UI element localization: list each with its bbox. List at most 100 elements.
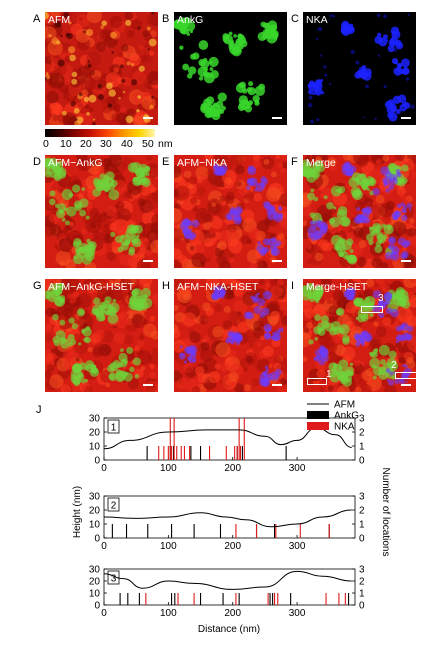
nka-signal: [390, 308, 399, 318]
legend-ankg-swatch: [307, 411, 329, 419]
scale-bar: [401, 260, 411, 262]
ankg-signal: [273, 35, 278, 40]
nka-speck: [383, 14, 387, 19]
y-right-tick-label: 0: [359, 601, 365, 612]
afm-grain: [139, 279, 153, 287]
afm-grain: [92, 347, 103, 358]
nka-signal: [315, 79, 322, 86]
legend-ankg-label: AnkG: [334, 411, 359, 422]
afm-grain: [263, 158, 270, 165]
panel-letter-a: A: [33, 13, 41, 25]
ankg-signal: [246, 105, 250, 109]
nka-signal: [385, 188, 390, 193]
afm-grain: [144, 43, 150, 49]
ankg-signal: [120, 348, 124, 352]
x-tick-label: 200: [224, 608, 241, 619]
nka-signal: [184, 346, 192, 354]
merge-texture: [303, 155, 416, 268]
afm-grain: [327, 385, 334, 392]
plot-frame: [103, 417, 356, 461]
nka-signal: [348, 287, 356, 295]
y-right-tick-label: 2: [359, 577, 365, 588]
nka-speck: [394, 48, 398, 52]
x-tick-label: 300: [289, 541, 306, 552]
afm-peak: [126, 61, 131, 66]
x-tick-label: 0: [101, 463, 107, 474]
nka-signal: [353, 216, 362, 224]
y-left-tick-label: 10: [89, 442, 101, 453]
afm-grain: [188, 183, 194, 189]
legend-afm-label: AFM: [334, 400, 355, 411]
nka-signal: [229, 210, 233, 214]
nka-signal: [387, 245, 392, 249]
afm-grain: [374, 282, 380, 288]
afm-peak: [110, 31, 117, 39]
afm-valley: [151, 95, 155, 99]
afm-grain: [147, 325, 154, 332]
afm-ankg-hset-texture: [45, 279, 158, 392]
nka-signal: [188, 355, 197, 364]
ankg-signal: [320, 326, 326, 332]
afm-grain: [352, 363, 364, 375]
afm-grain: [182, 312, 197, 327]
panel-nka: NKA: [303, 12, 416, 125]
nka-signal: [278, 207, 283, 212]
nka-signal: [401, 364, 405, 367]
afm-grain: [244, 384, 252, 392]
afm-grain: [89, 207, 100, 218]
ankg-signal: [128, 249, 135, 256]
afm-grain: [45, 349, 54, 363]
nka-signal: [179, 221, 188, 231]
afm-grain: [277, 162, 283, 169]
afm-peak: [86, 112, 90, 116]
afm-grain: [45, 113, 52, 121]
plot-number: 1: [111, 423, 117, 434]
ankg-signal: [383, 224, 394, 235]
afm-grain: [396, 306, 413, 323]
ankg-signal: [361, 313, 369, 322]
scale-bar: [272, 260, 282, 262]
afm-valley: [92, 122, 96, 125]
nka-signal: [253, 305, 262, 315]
x-tick-label: 300: [289, 608, 306, 619]
afm-grain: [46, 364, 55, 373]
afm-peak: [46, 72, 49, 75]
afm-grain: [280, 155, 287, 160]
ankg-signal: [109, 362, 119, 372]
afm-grain: [224, 194, 235, 205]
nka-signal: [267, 212, 271, 216]
afm-peak: [106, 82, 113, 90]
nka-signal: [275, 368, 282, 376]
afm-grain: [380, 255, 385, 260]
plot-number-box: [107, 570, 120, 585]
panel-label: AFM−NKA-HSET: [177, 281, 259, 293]
afm-grain: [78, 155, 85, 159]
ankg-signal: [369, 357, 380, 369]
nka-signal: [395, 339, 400, 344]
afm-peak: [68, 21, 72, 25]
ankg-signal: [134, 373, 140, 379]
afm-grain: [146, 155, 153, 162]
nka-signal: [308, 89, 314, 95]
nka-speck: [358, 66, 362, 70]
nka-signal: [183, 229, 188, 234]
ankg-signal: [387, 162, 398, 173]
ankg-signal: [395, 286, 406, 297]
nka-signal: [397, 237, 407, 246]
afm-grain: [406, 356, 414, 364]
afm-grain: [199, 386, 207, 392]
afm-grain: [404, 228, 413, 237]
afm-nka-hset-texture: [174, 279, 287, 392]
ankg-signal: [197, 66, 208, 77]
afm-grain: [178, 254, 188, 264]
nka-signal: [183, 360, 188, 364]
afm-grain: [278, 192, 287, 207]
afm-peak: [45, 12, 49, 20]
ankg-signal: [61, 189, 73, 200]
y-right-tick-label: 3: [359, 565, 365, 576]
afm-profile-line: [103, 570, 352, 590]
nka-signal: [316, 219, 322, 225]
afm-grain: [394, 155, 405, 161]
scale-bar: [143, 117, 153, 119]
afm-grain: [109, 15, 123, 29]
